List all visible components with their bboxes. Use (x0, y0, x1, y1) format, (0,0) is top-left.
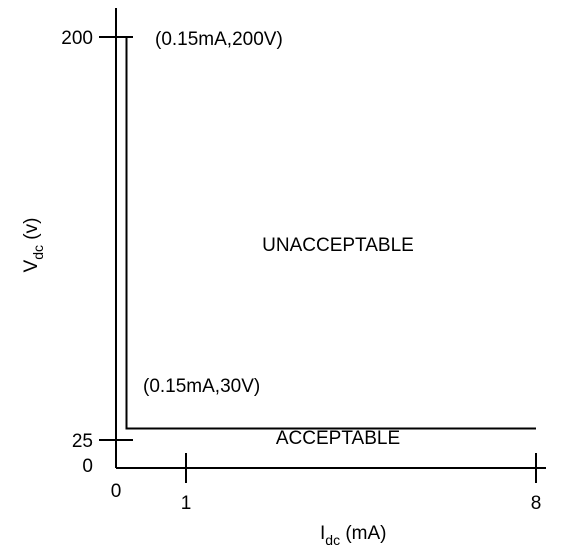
y-tick-label-0: 0 (82, 456, 93, 477)
boundary-line (125, 37, 536, 430)
x-axis-title-main: I (320, 523, 325, 544)
lower-point-label: (0.15mA,30V) (143, 376, 260, 397)
y-axis-title-sub: dc (30, 245, 46, 260)
acceptable-region-label: ACCEPTABLE (276, 428, 400, 449)
unacceptable-region-label: UNACCEPTABLE (262, 235, 414, 256)
x-axis-title-unit: (mA) (345, 523, 386, 544)
x-axis-title-sub: dc (325, 532, 340, 548)
x-tick-label-0: 0 (111, 481, 122, 502)
y-axis-title-unit: (v) (21, 218, 42, 240)
y-tick-label-25: 25 (72, 431, 93, 452)
x-tick-label-1: 1 (181, 493, 192, 514)
y-axis-title: Vdc (v) (21, 218, 46, 273)
x-tick-label-8: 8 (531, 493, 542, 514)
x-axis-title: Idc (mA) (320, 523, 387, 548)
y-axis-title-main: V (21, 259, 42, 272)
upper-point-label: (0.15mA,200V) (155, 29, 283, 50)
y-tick-label-200: 200 (61, 28, 93, 49)
